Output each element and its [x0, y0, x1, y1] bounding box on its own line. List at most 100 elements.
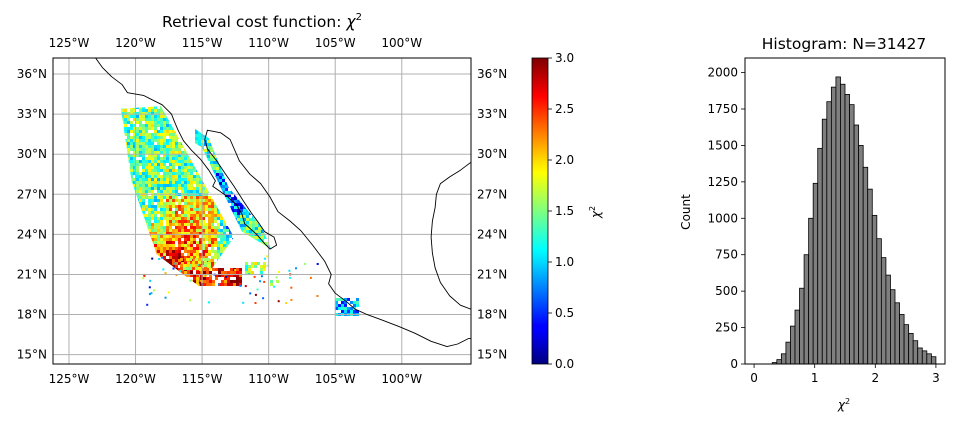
- lon-label-bottom: 125°W: [49, 372, 90, 386]
- colorbar-label: χ2: [588, 206, 603, 219]
- scattered-pixels: [142, 255, 359, 316]
- hist-bar: [785, 341, 791, 365]
- lon-label-bottom: 105°W: [315, 372, 356, 386]
- hist-bar: [794, 309, 800, 365]
- cbar-tick-label: 1.0: [555, 255, 574, 269]
- hist-ytick-label: 250: [715, 321, 738, 335]
- lon-label-top: 125°W: [49, 36, 90, 50]
- hist-xtick-label: 3: [932, 371, 940, 385]
- lon-label-top: 115°W: [182, 36, 223, 50]
- lat-label-right: 18°N: [477, 308, 507, 322]
- hist-ytick-label: 1250: [707, 175, 738, 189]
- hist-bar: [903, 324, 910, 365]
- hist-bar: [890, 289, 896, 365]
- lat-label-left: 36°N: [17, 67, 47, 81]
- hist-bar: [858, 145, 864, 365]
- lon-label-bottom: 115°W: [182, 372, 223, 386]
- lon-label-top: 110°W: [248, 36, 289, 50]
- hist-bar: [826, 101, 832, 365]
- colorbar-gradient: [531, 57, 549, 365]
- lat-label-left: 21°N: [17, 267, 47, 281]
- colorbar: 0.0 0.5 1.0 1.5 2.0 2.5 3.0 χ2: [531, 51, 603, 371]
- lat-label-left: 30°N: [17, 147, 47, 161]
- lat-label-right: 24°N: [477, 227, 507, 241]
- hist-bar: [880, 257, 887, 365]
- histogram-panel: Histogram: N=31427 0 1 2 3 0 250 500 750 1000 125…: [679, 35, 946, 412]
- hist-frame: [744, 57, 946, 365]
- cbar-tick-label: 2.0: [555, 153, 574, 167]
- cbar-tick-label: 0.0: [555, 357, 574, 371]
- hist-bar: [899, 314, 905, 365]
- lon-label-top: 100°W: [381, 36, 422, 50]
- hist-bar: [926, 353, 932, 365]
- coastline-1: [430, 161, 471, 310]
- colorbar-label-exp: 2: [588, 206, 597, 211]
- map-panel: Retrieval cost function: χ2 125°W125°W12…: [17, 12, 508, 386]
- lon-label-top: 105°W: [315, 36, 356, 50]
- hist-bar: [921, 350, 928, 365]
- lat-label-left: 24°N: [17, 227, 47, 241]
- map-title-exp: 2: [356, 12, 362, 23]
- lat-label-right: 30°N: [477, 147, 507, 161]
- cbar-tick-label: 0.5: [555, 306, 574, 320]
- hist-bar: [849, 104, 855, 365]
- lat-label-left: 15°N: [17, 348, 47, 362]
- hist-bar: [894, 302, 900, 365]
- lat-label-right: 27°N: [477, 187, 507, 201]
- lon-label-bottom: 100°W: [381, 372, 422, 386]
- hist-bar: [776, 359, 782, 365]
- hist-title: Histogram: N=31427: [762, 35, 926, 53]
- hist-bar: [862, 166, 869, 365]
- hist-xtick-label: 0: [750, 371, 758, 385]
- hist-xlabel-exp: 2: [845, 397, 850, 406]
- hist-bar: [799, 287, 805, 365]
- hist-bar: [812, 182, 819, 365]
- hist-bar: [830, 86, 837, 365]
- hist-bar: [885, 274, 891, 365]
- map-title-text: Retrieval cost function:: [162, 13, 346, 31]
- cbar-tick-label: 1.5: [555, 204, 574, 218]
- lon-label-bottom: 120°W: [115, 372, 156, 386]
- lon-label-top: 120°W: [115, 36, 156, 50]
- hist-bar: [853, 124, 860, 365]
- lat-label-right: 15°N: [477, 348, 507, 362]
- hist-xlabel: χ2: [837, 397, 850, 412]
- lat-label-right: 36°N: [477, 67, 507, 81]
- hist-ytick-label: 2000: [707, 66, 738, 80]
- hist-ytick-label: 1750: [707, 102, 738, 116]
- lat-label-right: 21°N: [477, 267, 507, 281]
- hist-ytick-label: 1500: [707, 138, 738, 152]
- hist-bar: [844, 94, 850, 365]
- hist-ytick-label: 1000: [707, 211, 738, 225]
- colorbar-label-symbol: χ: [589, 210, 603, 219]
- cbar-tick-label: 3.0: [555, 51, 574, 65]
- hist-bar: [912, 340, 919, 365]
- hist-bar: [790, 325, 796, 365]
- lat-label-left: 33°N: [17, 107, 47, 121]
- map-frame: [52, 57, 472, 365]
- hist-bar: [908, 332, 914, 365]
- cbar-tick-label: 2.5: [555, 102, 574, 116]
- map-gridlines: [53, 58, 471, 364]
- hist-ylabel: Count: [679, 194, 693, 230]
- hist-bar: [876, 238, 882, 365]
- hist-bar: [817, 147, 823, 365]
- coastline-0: [95, 58, 471, 348]
- hist-ytick-label: 500: [715, 284, 738, 298]
- hist-ytick-label: 750: [715, 248, 738, 262]
- hist-bar: [917, 347, 923, 365]
- lat-label-left: 18°N: [17, 308, 47, 322]
- hist-bar: [835, 76, 841, 365]
- hist-bar: [780, 353, 787, 365]
- map-title: Retrieval cost function: χ2: [162, 12, 362, 31]
- lon-label-bottom: 110°W: [248, 372, 289, 386]
- hist-bar: [821, 118, 828, 365]
- hist-bar: [840, 83, 846, 365]
- map-title-symbol: χ: [345, 13, 356, 31]
- lat-label-left: 27°N: [17, 187, 47, 201]
- hist-bar: [930, 356, 937, 365]
- lat-label-right: 33°N: [477, 107, 507, 121]
- hist-xtick-label: 1: [811, 371, 819, 385]
- map-tick-labels: 125°W 125°W 120°W 120°W 115°W 115°W 110°W 110°W…: [17, 36, 508, 386]
